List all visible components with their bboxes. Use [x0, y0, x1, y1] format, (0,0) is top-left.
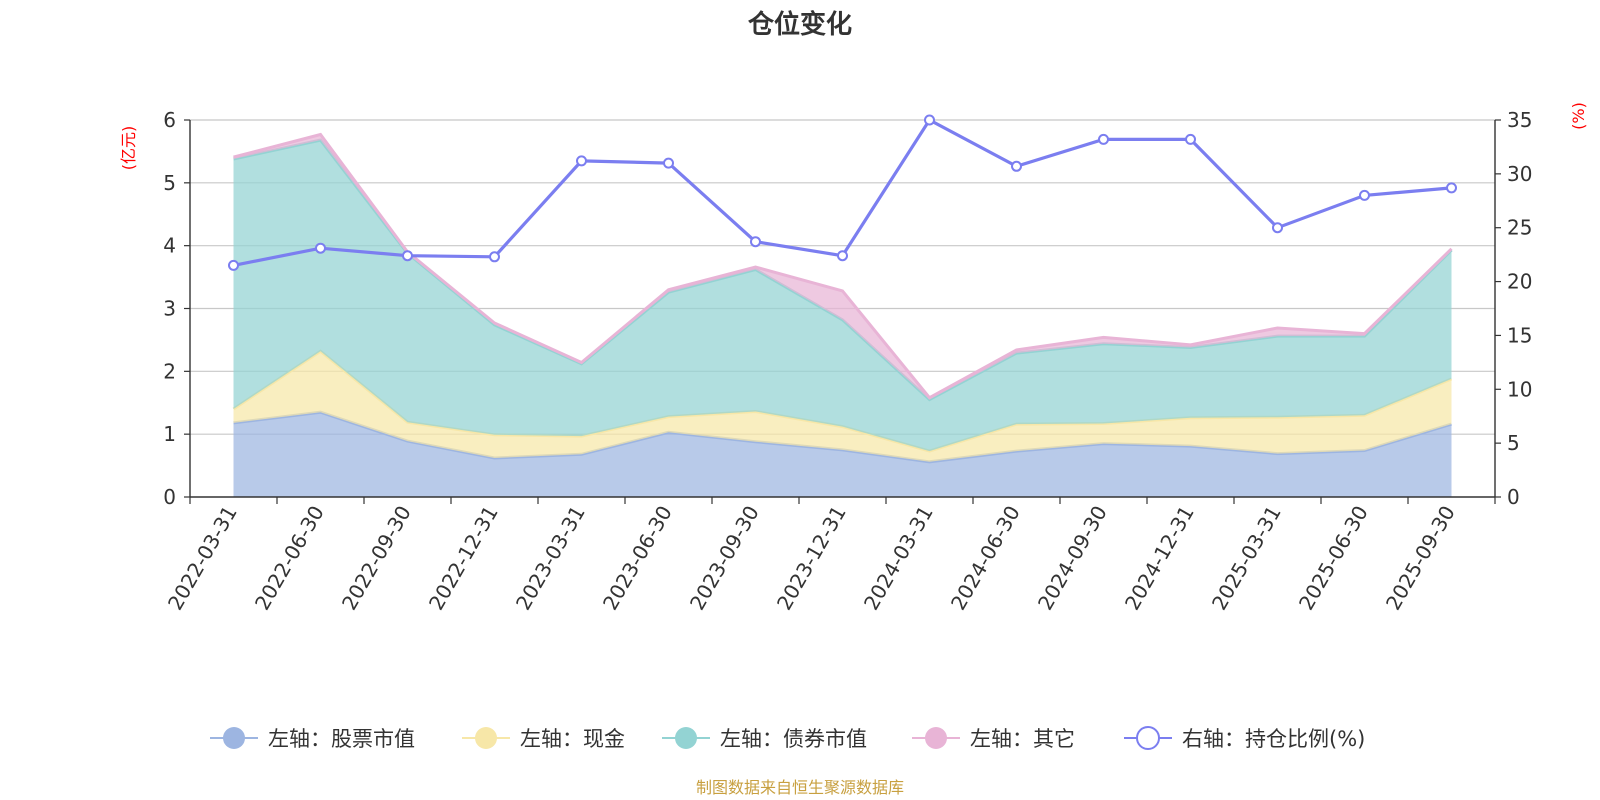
right-tick-label: 0 — [1507, 485, 1520, 509]
x-tick-label: 2022-06-30 — [250, 502, 329, 615]
ratio-line — [233, 117, 1452, 267]
ratio-point — [228, 259, 239, 271]
ratio-point — [489, 251, 500, 263]
area-左轴：现金 — [233, 351, 1452, 462]
ratio-point — [924, 114, 935, 126]
right-tick-label: 30 — [1507, 162, 1532, 186]
source-note: 制图数据来自恒生聚源数据库 — [696, 778, 904, 797]
ratio-point — [576, 155, 587, 167]
left-tick-label: 0 — [163, 485, 176, 509]
x-tick-label: 2025-09-30 — [1381, 502, 1460, 615]
ratio-point — [1011, 160, 1022, 172]
left-tick-label: 5 — [163, 171, 176, 195]
right-tick-label: 5 — [1507, 431, 1520, 455]
legend-marker-右轴：持仓比例(%) — [1136, 726, 1160, 750]
right-tick-label: 10 — [1507, 377, 1532, 401]
ratio-point — [663, 157, 674, 169]
ratio-point — [402, 250, 413, 262]
right-tick-label: 20 — [1507, 270, 1532, 294]
legend-label-左轴：其它: 左轴：其它 — [970, 727, 1075, 751]
right-axis-unit: (%) — [1569, 102, 1588, 130]
x-tick-label: 2023-09-30 — [685, 502, 764, 615]
area-edge-左轴：其它 — [233, 132, 1453, 400]
legend-marker-左轴：股票市值 — [223, 727, 245, 749]
ratio-line-layer — [228, 114, 1457, 271]
ratio-point — [1446, 182, 1457, 194]
x-tick-label: 2023-12-31 — [772, 502, 851, 615]
left-tick-label: 2 — [163, 359, 176, 383]
ratio-point — [837, 250, 848, 262]
ratio-point — [1098, 133, 1109, 145]
legend-marker-左轴：现金 — [475, 727, 497, 749]
ratio-point — [1359, 189, 1370, 201]
legend-marker-左轴：其它 — [925, 727, 947, 749]
area-左轴：债券市值 — [233, 140, 1452, 452]
right-tick-label: 35 — [1507, 108, 1532, 132]
ratio-point — [1272, 222, 1283, 234]
legend-marker-左轴：债券市值 — [675, 727, 697, 749]
right-tick-label: 15 — [1507, 323, 1532, 347]
left-tick-label: 6 — [163, 108, 176, 132]
left-tick-label: 3 — [163, 297, 176, 321]
x-tick-label: 2023-03-31 — [511, 502, 590, 615]
x-tick-label: 2022-12-31 — [424, 502, 503, 615]
x-tick-label: 2023-06-30 — [598, 502, 677, 615]
x-tick-label: 2025-06-30 — [1294, 502, 1373, 615]
x-tick-label: 2022-09-30 — [337, 502, 416, 615]
legend-label-左轴：现金: 左轴：现金 — [520, 727, 625, 751]
left-tick-label: 1 — [163, 422, 176, 446]
left-tick-label: 4 — [163, 234, 176, 258]
x-tick-label: 2022-03-31 — [163, 502, 242, 615]
legend: 左轴：股票市值 左轴：现金 左轴：债券市值 左轴：其它 右轴：持仓比例(%) — [210, 726, 1365, 751]
x-tick-label: 2024-12-31 — [1120, 502, 1199, 615]
legend-label-右轴：持仓比例(%): 右轴：持仓比例(%) — [1182, 727, 1365, 751]
legend-label-左轴：股票市值: 左轴：股票市值 — [268, 727, 415, 751]
area-左轴：股票市值 — [233, 412, 1452, 497]
legend-label-左轴：债券市值: 左轴：债券市值 — [720, 727, 867, 751]
x-tick-label: 2024-03-31 — [859, 502, 938, 615]
ratio-point — [315, 242, 326, 254]
right-tick-label: 25 — [1507, 216, 1532, 240]
chart-title: 仓位变化 — [747, 9, 852, 40]
x-tick-label: 2024-06-30 — [946, 502, 1025, 615]
x-tick-label: 2024-09-30 — [1033, 502, 1112, 615]
ratio-point — [750, 236, 761, 248]
x-tick-label: 2025-03-31 — [1207, 502, 1286, 615]
left-axis-unit: (亿元) — [119, 126, 138, 171]
stacked-areas — [232, 132, 1453, 497]
ratio-point — [1185, 133, 1196, 145]
